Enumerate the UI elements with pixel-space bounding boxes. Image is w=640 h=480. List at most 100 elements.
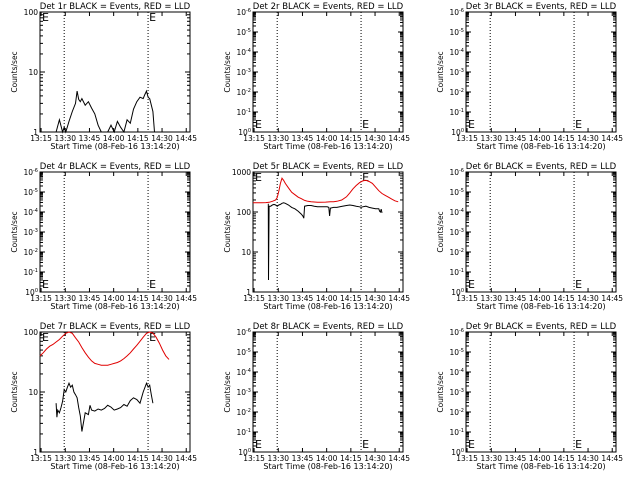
- edge-marker-e: E: [149, 11, 156, 24]
- edge-marker-e: E: [362, 171, 369, 184]
- edge-marker-e: E: [255, 118, 262, 131]
- y-axis-label: Counts/sec: [10, 51, 19, 92]
- panel-title: Det 8r BLACK = Events, RED = LLD: [253, 322, 404, 332]
- y-tick-label: 10-5: [236, 28, 251, 37]
- x-tick-label: 14:30: [364, 454, 386, 463]
- x-tick-label: 13:45: [292, 134, 314, 143]
- x-tick-label: 14:00: [529, 454, 551, 463]
- panel-title: Det 1r BLACK = Events, RED = LLD: [40, 2, 191, 12]
- x-tick-label: 13:45: [505, 134, 527, 143]
- plot-frame: [39, 11, 191, 133]
- y-tick-label: 10-1: [236, 428, 251, 437]
- x-tick-label: 13:30: [480, 454, 502, 463]
- edge-marker-e: E: [149, 278, 156, 291]
- x-tick-label: 13:30: [267, 294, 289, 303]
- y-tick-label: 10: [28, 68, 38, 77]
- x-tick-label: 14:45: [601, 454, 623, 463]
- x-tick-label: 13:45: [79, 294, 101, 303]
- x-tick-label: 14:15: [127, 294, 149, 303]
- x-axis-label: Start Time (08-Feb-16 13:14:20): [50, 142, 179, 151]
- y-tick-label: 10-2: [449, 88, 464, 97]
- x-tick-label: 14:15: [553, 294, 575, 303]
- y-tick-label: 10-2: [449, 248, 464, 257]
- x-axis-label: Start Time (08-Feb-16 13:14:20): [263, 302, 392, 311]
- edge-marker-e: E: [255, 438, 262, 451]
- y-tick-label: 10: [241, 248, 251, 257]
- x-tick-label: 13:45: [79, 454, 101, 463]
- x-tick-label: 14:00: [316, 454, 338, 463]
- edge-marker-e: E: [468, 438, 475, 451]
- y-tick-label: 10-6: [449, 328, 464, 337]
- x-tick-label: 14:15: [127, 454, 149, 463]
- series-line-events: [267, 202, 383, 281]
- x-tick-label: 13:45: [79, 134, 101, 143]
- x-tick-label: 13:15: [30, 454, 52, 463]
- x-tick-label: 13:30: [54, 294, 76, 303]
- x-tick-label: 14:15: [340, 454, 362, 463]
- x-tick-label: 13:15: [30, 294, 52, 303]
- series-line-events: [55, 381, 154, 432]
- y-axis-label: Counts/sec: [436, 211, 445, 252]
- x-tick-label: 14:15: [340, 134, 362, 143]
- x-tick-label: 14:15: [553, 454, 575, 463]
- y-axis-label: Counts/sec: [436, 51, 445, 92]
- edge-marker-e: E: [468, 278, 475, 291]
- x-tick-label: 14:00: [316, 134, 338, 143]
- edge-marker-e: E: [575, 278, 582, 291]
- edge-marker-e: E: [255, 171, 262, 184]
- y-tick-label: 100: [451, 128, 464, 137]
- x-tick-label: 14:30: [364, 294, 386, 303]
- x-tick-label: 13:30: [480, 134, 502, 143]
- y-tick-label: 10-3: [236, 388, 251, 397]
- x-tick-label: 13:30: [480, 294, 502, 303]
- x-tick-label: 14:45: [388, 454, 410, 463]
- x-tick-label: 14:45: [175, 454, 197, 463]
- x-axis-label: Start Time (08-Feb-16 13:14:20): [50, 462, 179, 471]
- y-tick-label: 100: [451, 288, 464, 297]
- x-tick-label: 14:30: [151, 454, 173, 463]
- y-tick-label: 10-5: [449, 188, 464, 197]
- x-tick-label: 13:15: [30, 134, 52, 143]
- plot-frame: [465, 171, 617, 293]
- y-tick-label: 10-3: [449, 68, 464, 77]
- x-tick-label: 14:00: [316, 294, 338, 303]
- y-tick-label: 100: [237, 208, 252, 217]
- panel-title: Det 3r BLACK = Events, RED = LLD: [466, 2, 617, 12]
- edge-marker-e: E: [362, 118, 369, 131]
- panel-title: Det 7r BLACK = Events, RED = LLD: [40, 322, 191, 332]
- y-tick-label: 10: [28, 388, 38, 397]
- y-tick-label: 10-1: [449, 108, 464, 117]
- plot-frame: [465, 331, 617, 453]
- x-tick-label: 13:30: [54, 454, 76, 463]
- x-tick-label: 13:15: [456, 134, 478, 143]
- x-tick-label: 14:00: [103, 454, 125, 463]
- series-line-events: [55, 89, 155, 134]
- y-tick-label: 10-2: [236, 88, 251, 97]
- panel-title: Det 5r BLACK = Events, RED = LLD: [253, 162, 404, 172]
- y-tick-label: 10-4: [449, 208, 464, 217]
- panel-det-1r: Det 1r BLACK = Events, RED = LLD 13:15 13:…: [10, 2, 197, 151]
- y-tick-label: 10-1: [23, 268, 38, 277]
- y-tick-label: 10-4: [449, 48, 464, 57]
- x-tick-label: 13:15: [243, 294, 265, 303]
- x-tick-label: 14:00: [529, 134, 551, 143]
- y-axis-label: Counts/sec: [436, 371, 445, 412]
- y-tick-label: 10-4: [236, 48, 251, 57]
- y-tick-label: 100: [24, 328, 39, 337]
- x-tick-label: 13:45: [292, 294, 314, 303]
- y-tick-label: 10-5: [236, 348, 251, 357]
- y-tick-label: 10-6: [449, 168, 464, 177]
- edge-marker-e: E: [42, 278, 49, 291]
- x-axis-label: Start Time (08-Feb-16 13:14:20): [263, 462, 392, 471]
- x-axis-label: Start Time (08-Feb-16 13:14:20): [476, 462, 605, 471]
- edge-marker-e: E: [575, 118, 582, 131]
- y-tick-label: 10-6: [236, 328, 251, 337]
- edge-marker-e: E: [575, 438, 582, 451]
- y-tick-label: 10-4: [236, 368, 251, 377]
- y-tick-label: 1: [33, 128, 38, 137]
- x-tick-label: 13:15: [243, 134, 265, 143]
